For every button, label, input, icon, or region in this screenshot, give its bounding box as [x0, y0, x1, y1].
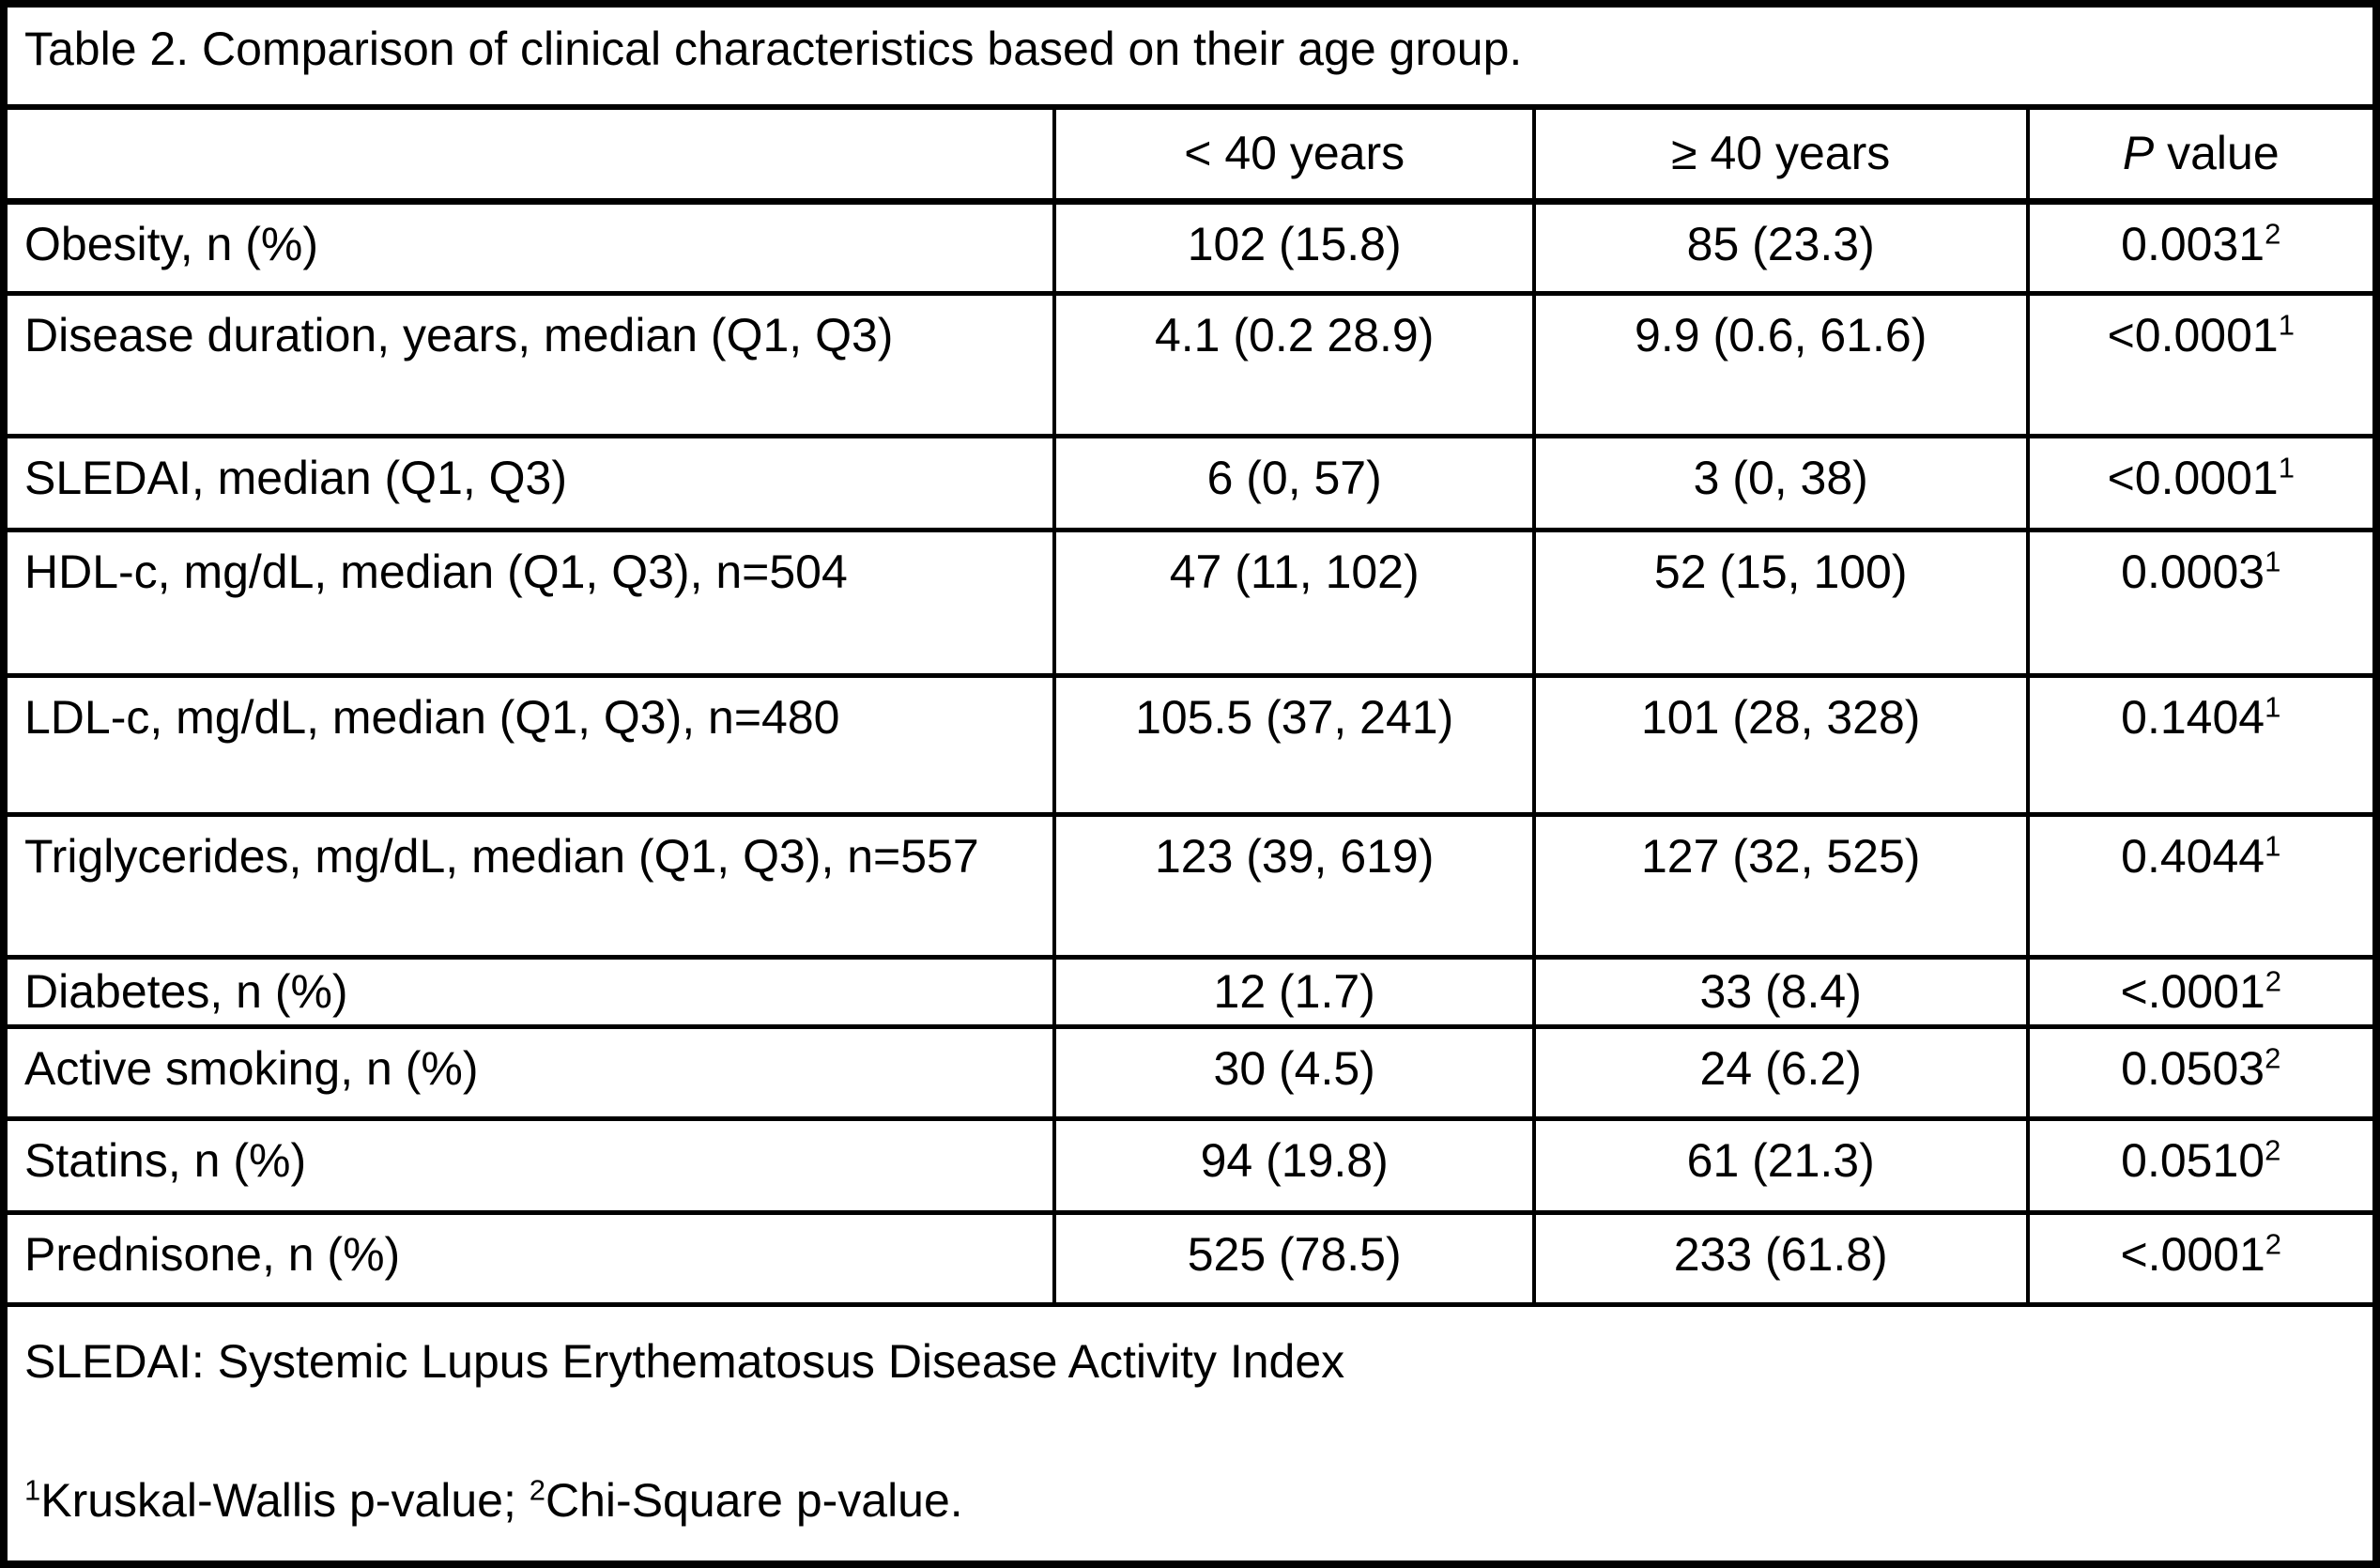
abbreviation-note: SLEDAI: Systemic Lupus Erythematosus Dis…	[24, 1335, 1345, 1388]
row-label: Active smoking, n (%)	[1, 1024, 1057, 1121]
row-label: Triglycerides, mg/dL, median (Q1, Q3), n…	[1, 811, 1057, 960]
p-value-number: 0.4044	[2121, 829, 2265, 883]
header-lt40: < 40 years	[1052, 104, 1536, 205]
header-pvalue-p: P	[2122, 127, 2155, 179]
value-lt40: 105.5 (37, 241)	[1052, 672, 1536, 817]
footnote-1-superscript: 1	[24, 1472, 41, 1506]
table-row-triglycerides: Triglycerides, mg/dL, median (Q1, Q3), n…	[1, 811, 2379, 960]
p-value-number: <0.0001	[2107, 451, 2279, 504]
p-value-number: 0.0031	[2121, 217, 2265, 270]
header-pvalue: P value	[2025, 104, 2379, 205]
table-row-statins: Statins, n (%) 94 (19.8) 61 (21.3) 0.051…	[1, 1116, 2379, 1215]
p-value: <0.00011	[2025, 290, 2379, 438]
table-header-row: < 40 years ≥ 40 years P value	[1, 104, 2379, 205]
value-lt40: 12 (1.7)	[1052, 954, 1536, 1029]
pvalue-footnotes: 1Kruskal-Wallis p-value; 2Chi-Square p-v…	[24, 1474, 2357, 1529]
row-label: LDL-c, mg/dL, median (Q1, Q3), n=480	[1, 672, 1057, 817]
p-value-superscript: 2	[2265, 216, 2281, 250]
table-title-row: Table 2. Comparison of clinical characte…	[4, 1, 2376, 110]
p-value-number: 0.0503	[2121, 1042, 2265, 1095]
p-value-superscript: 1	[2265, 828, 2281, 862]
table-row-sledai: SLEDAI, median (Q1, Q3) 6 (0, 57) 3 (0, …	[1, 433, 2379, 532]
value-lt40: 30 (4.5)	[1052, 1024, 1536, 1121]
row-label: Prednisone, n (%)	[1, 1210, 1057, 1307]
row-label: Statins, n (%)	[1, 1116, 1057, 1215]
table-row-obesity: Obesity, n (%) 102 (15.8) 85 (23.3) 0.00…	[1, 198, 2379, 296]
value-lt40: 4.1 (0.2 28.9)	[1052, 290, 1536, 438]
p-value: 0.05032	[2025, 1024, 2379, 1121]
p-value-superscript: 2	[2265, 1041, 2281, 1075]
value-gte40: 24 (6.2)	[1531, 1024, 2030, 1121]
value-gte40: 61 (21.3)	[1531, 1116, 2030, 1215]
p-value-superscript: 2	[2265, 963, 2282, 997]
p-value-superscript: 1	[2265, 544, 2281, 577]
table-footer-row: SLEDAI: Systemic Lupus Erythematosus Dis…	[4, 1302, 2376, 1566]
row-label: Disease duration, years, median (Q1, Q3)	[1, 290, 1057, 438]
p-value-number: <.0001	[2120, 964, 2265, 1018]
header-gte40: ≥ 40 years	[1531, 104, 2030, 205]
value-lt40: 102 (15.8)	[1052, 198, 1536, 296]
value-gte40: 33 (8.4)	[1531, 954, 2030, 1029]
value-lt40: 525 (78.5)	[1052, 1210, 1536, 1307]
p-value: 0.14041	[2025, 672, 2379, 817]
value-lt40: 6 (0, 57)	[1052, 433, 1536, 532]
p-value-number: 0.1404	[2121, 690, 2265, 744]
p-value-superscript: 1	[2265, 689, 2281, 723]
p-value: <0.00011	[2025, 433, 2379, 532]
footnote-2-text: Chi-Square p-value.	[545, 1473, 963, 1527]
value-gte40: 233 (61.8)	[1531, 1210, 2030, 1307]
header-pvalue-rest: value	[2154, 127, 2280, 179]
row-label: HDL-c, mg/dL, median (Q1, Q3), n=504	[1, 527, 1057, 678]
p-value: 0.05102	[2025, 1116, 2379, 1215]
p-value-superscript: 2	[2265, 1227, 2282, 1261]
p-value: <.00012	[2025, 1210, 2379, 1307]
p-value-number: 0.0510	[2121, 1134, 2265, 1187]
p-value: 0.00312	[2025, 198, 2379, 296]
value-gte40: 3 (0, 38)	[1531, 433, 2030, 532]
table-row-hdl: HDL-c, mg/dL, median (Q1, Q3), n=504 47 …	[1, 527, 2379, 678]
table-footnotes: SLEDAI: Systemic Lupus Erythematosus Dis…	[4, 1302, 2376, 1566]
header-empty-cell	[1, 104, 1057, 205]
value-gte40: 127 (32, 525)	[1531, 811, 2030, 960]
p-value: 0.00031	[2025, 527, 2379, 678]
table-row-disease-duration: Disease duration, years, median (Q1, Q3)…	[1, 290, 2379, 438]
table-row-ldl: LDL-c, mg/dL, median (Q1, Q3), n=480 105…	[1, 672, 2379, 817]
table-row-active-smoking: Active smoking, n (%) 30 (4.5) 24 (6.2) …	[1, 1024, 2379, 1121]
table-row-prednisone: Prednisone, n (%) 525 (78.5) 233 (61.8) …	[1, 1210, 2379, 1307]
row-label: Diabetes, n (%)	[1, 954, 1057, 1029]
value-gte40: 101 (28, 328)	[1531, 672, 2030, 817]
footnote-2-superscript: 2	[529, 1472, 546, 1506]
value-lt40: 47 (11, 102)	[1052, 527, 1536, 678]
p-value-number: 0.0003	[2121, 545, 2265, 598]
p-value-superscript: 2	[2265, 1133, 2281, 1167]
value-lt40: 123 (39, 619)	[1052, 811, 1536, 960]
value-gte40: 52 (15, 100)	[1531, 527, 2030, 678]
footnote-1-text: Kruskal-Wallis p-value;	[40, 1473, 530, 1527]
p-value-superscript: 1	[2278, 450, 2295, 484]
value-gte40: 85 (23.3)	[1531, 198, 2030, 296]
row-label: SLEDAI, median (Q1, Q3)	[1, 433, 1057, 532]
p-value-number: <0.0001	[2107, 308, 2279, 361]
p-value-number: <.0001	[2120, 1228, 2265, 1281]
table-title: Table 2. Comparison of clinical characte…	[4, 1, 2376, 110]
value-gte40: 9.9 (0.6, 61.6)	[1531, 290, 2030, 438]
p-value: 0.40441	[2025, 811, 2379, 960]
row-label: Obesity, n (%)	[1, 198, 1057, 296]
p-value-superscript: 1	[2278, 307, 2295, 341]
value-lt40: 94 (19.8)	[1052, 1116, 1536, 1215]
table-row-diabetes: Diabetes, n (%) 12 (1.7) 33 (8.4) <.0001…	[1, 954, 2379, 1029]
p-value: <.00012	[2025, 954, 2379, 1029]
